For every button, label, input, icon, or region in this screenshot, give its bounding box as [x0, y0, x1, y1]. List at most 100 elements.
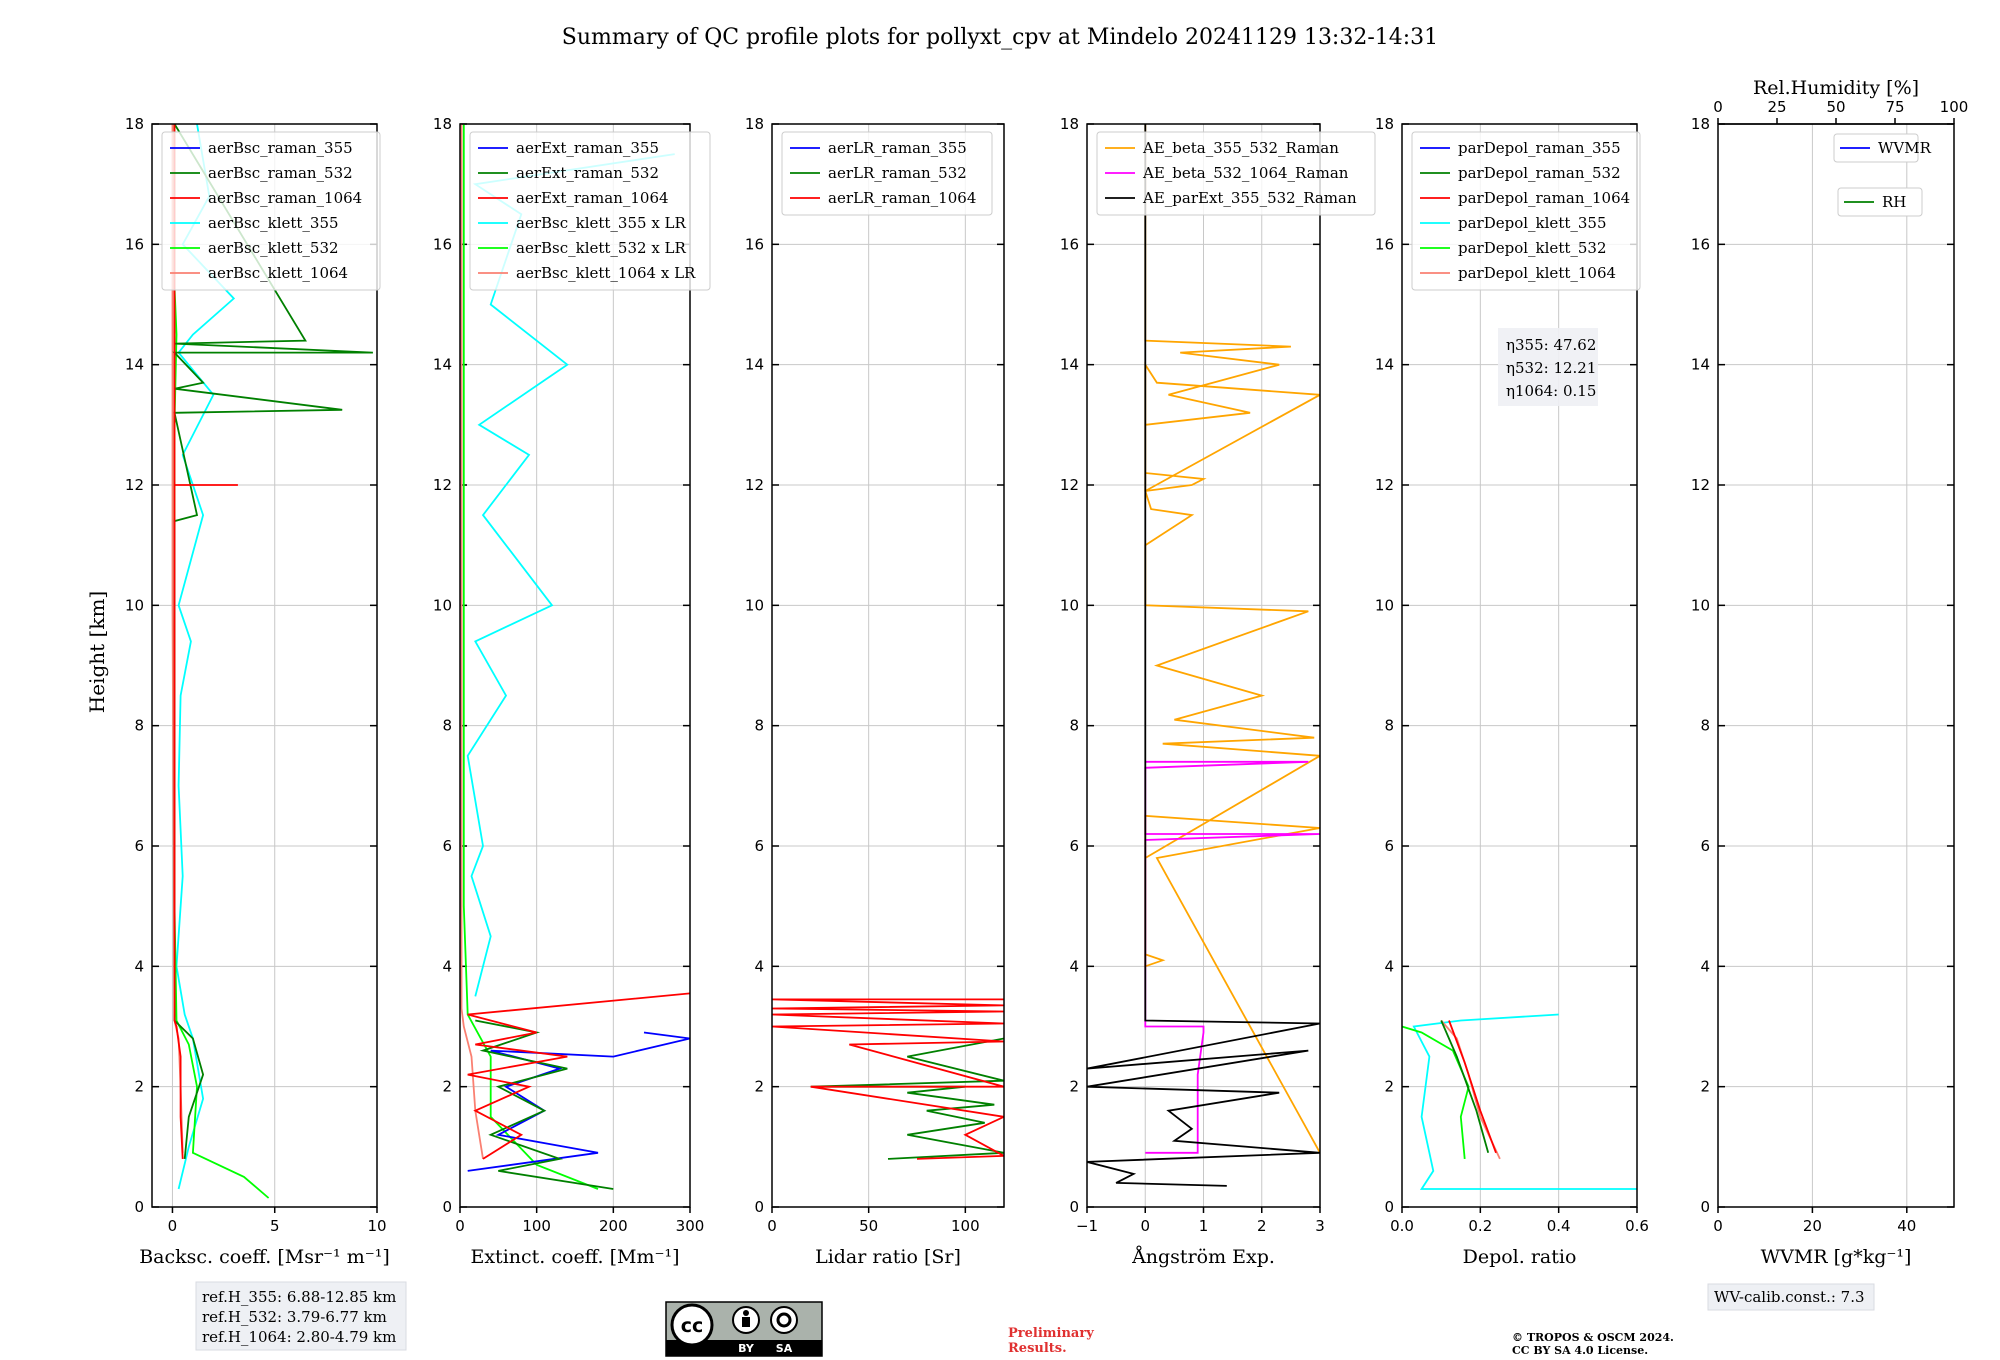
x-axis-label: Ångström Exp.	[1131, 1246, 1275, 1268]
y-tick-label: 14	[1691, 356, 1710, 374]
cc-sa-text: SA	[776, 1342, 793, 1355]
y-tick-label: 8	[442, 717, 452, 735]
x-tick-label: 0	[168, 1217, 178, 1235]
copyright-line-2: CC BY SA 4.0 License.	[1512, 1344, 1648, 1357]
x-tick-label: 100	[951, 1217, 980, 1235]
legend-entry-parDepol_klett_532: parDepol_klett_532	[1458, 239, 1607, 257]
y-axis-label: Height [km]	[85, 591, 109, 713]
y-tick-label: 18	[433, 115, 452, 133]
series-aerExt_raman_355	[467, 1031, 690, 1172]
cc-icon	[670, 1303, 714, 1347]
secondary-axis: 0 25 50 75 100 Rel.Humidity [%]	[1713, 77, 1968, 125]
series-aerExt_raman_1064	[467, 992, 690, 1160]
y-tick-label: 2	[754, 1078, 764, 1096]
legend-angstrom: AE_beta_355_532_Raman AE_beta_532_1064_Ra…	[1096, 131, 1376, 216]
ref-height-1064: ref.H_1064: 2.80-4.79 km	[202, 1328, 396, 1346]
x-tick-label: −1	[1076, 1217, 1098, 1235]
panel-lidar_ratio: 0 2 4 6 8 10 12 14 16 18 0 50 100 Lidar ratio [Sr] aer…	[745, 115, 1005, 1268]
panel-depol: 0 2 4 6 8 10 12 14 16 18 0.0 0.2 0.4 0.6 Depol. ratio p…	[1375, 115, 1649, 1268]
y-tick-label: 10	[125, 596, 144, 614]
y-tick-label: 0	[1700, 1198, 1710, 1216]
legend-entry-AE_parExt_355_532_Raman: AE_parExt_355_532_Raman	[1142, 189, 1357, 207]
legend-entry-parDepol_raman_532: parDepol_raman_532	[1458, 164, 1621, 182]
legend-box	[781, 131, 993, 216]
legend-box	[161, 131, 381, 291]
y-tick-label: 0	[1384, 1198, 1394, 1216]
legend-entry-aerBsc_klett_1064 x LR: aerBsc_klett_1064 x LR	[516, 264, 696, 282]
axes-frame	[1717, 123, 1955, 1208]
y-tick-label: 0	[754, 1198, 764, 1216]
y-tick-label: 14	[125, 356, 144, 374]
legend-entry-aerBsc_klett_355: aerBsc_klett_355	[208, 214, 339, 232]
legend-entry-aerExt_raman_532: aerExt_raman_532	[516, 164, 659, 182]
y-tick-label: 4	[134, 957, 144, 975]
y-tick-label: 8	[1384, 717, 1394, 735]
copyright-line-1: © TROPOS & OSCM 2024.	[1512, 1331, 1674, 1344]
x-tick-label: 0	[455, 1217, 465, 1235]
y-tick-label: 2	[1384, 1078, 1394, 1096]
legend-box	[1837, 187, 1923, 217]
legend-box	[1411, 131, 1641, 291]
x-tick-label: 2	[1257, 1217, 1267, 1235]
annotation-line: η355: 47.62	[1506, 336, 1596, 354]
series-parDepol_klett_355	[1412, 1013, 1637, 1190]
y-tick-label: 12	[433, 476, 452, 494]
legend-entry-aerBsc_klett_355 x LR: aerBsc_klett_355 x LR	[516, 214, 687, 232]
annotation-line: η1064: 0.15	[1506, 382, 1596, 400]
axes-frame	[151, 123, 378, 1208]
series-parDepol_raman_1064	[1448, 1020, 1497, 1154]
y-tick-label: 18	[1691, 115, 1710, 133]
axes-frame	[771, 123, 1005, 1208]
series-parDepol_raman_532	[1440, 1020, 1490, 1154]
legend-box	[469, 131, 711, 291]
series-aerBsc_klett_355	[175, 124, 236, 1190]
x-axis-label: Lidar ratio [Sr]	[815, 1246, 961, 1268]
y-tick-label: 4	[1700, 957, 1710, 975]
y-tick-label: 0	[1069, 1198, 1079, 1216]
y-tick-label: 6	[134, 837, 144, 855]
x-axis-label: WVMR [g*kg⁻¹]	[1761, 1246, 1912, 1268]
y-tick-label: 2	[442, 1078, 452, 1096]
legend-wvmr: WVMR RH	[1833, 133, 1932, 217]
y-tick-label: 8	[134, 717, 144, 735]
x-tick-label: 200	[599, 1217, 628, 1235]
svg-text:cc: cc	[681, 1315, 704, 1337]
y-tick-label: 16	[433, 235, 452, 253]
y-tick-label: 14	[1060, 356, 1079, 374]
y-tick-label: 16	[1375, 235, 1394, 253]
legend-backscatter: aerBsc_raman_355 aerBsc_raman_532 aerBsc_r…	[161, 131, 381, 291]
secondary-tick-label: 50	[1826, 98, 1845, 116]
series-AE_beta_532_1064_Raman	[1144, 760, 1320, 1154]
legend-entry-aerExt_raman_1064: aerExt_raman_1064	[516, 189, 669, 207]
y-tick-label: 4	[442, 957, 452, 975]
panel-backscatter: 0 2 4 6 8 10 12 14 16 18 0 5 10 Backsc. coeff. [Msr⁻¹…	[125, 115, 390, 1268]
axes-frame	[459, 123, 691, 1208]
x-axis-label: Backsc. coeff. [Msr⁻¹ m⁻¹]	[139, 1246, 390, 1268]
legend-entry-WVMR: WVMR	[1878, 139, 1932, 157]
y-tick-label: 4	[1069, 957, 1079, 975]
legend-extinction: aerExt_raman_355 aerExt_raman_532 aerExt_r…	[469, 131, 711, 291]
legend-depol: parDepol_raman_355 parDepol_raman_532 parD…	[1411, 131, 1641, 291]
series-group-backscatter	[171, 124, 373, 1199]
y-tick-label: 14	[433, 356, 452, 374]
secondary-tick-label: 75	[1885, 98, 1904, 116]
legend-entry-aerBsc_klett_532: aerBsc_klett_532	[208, 239, 339, 257]
annotation-line: η532: 12.21	[1506, 359, 1596, 377]
legend-lidar_ratio: aerLR_raman_355 aerLR_raman_532 aerLR_rama…	[781, 131, 993, 216]
y-tick-label: 0	[442, 1198, 452, 1216]
legend-box	[1833, 133, 1919, 163]
x-tick-label: 0.0	[1390, 1217, 1414, 1235]
cc-license-badge: cc BY SA	[665, 1301, 823, 1357]
y-tick-label: 8	[1700, 717, 1710, 735]
legend-entry-parDepol_raman_1064: parDepol_raman_1064	[1458, 189, 1630, 207]
y-tick-label: 14	[1375, 356, 1394, 374]
series-group-lidar_ratio	[772, 998, 1004, 1160]
x-axis-label: Depol. ratio	[1463, 1246, 1577, 1268]
legend-entry-aerLR_raman_1064: aerLR_raman_1064	[828, 189, 976, 207]
y-tick-label: 10	[1060, 596, 1079, 614]
x-tick-label: 0	[767, 1217, 777, 1235]
y-tick-label: 10	[1375, 596, 1394, 614]
